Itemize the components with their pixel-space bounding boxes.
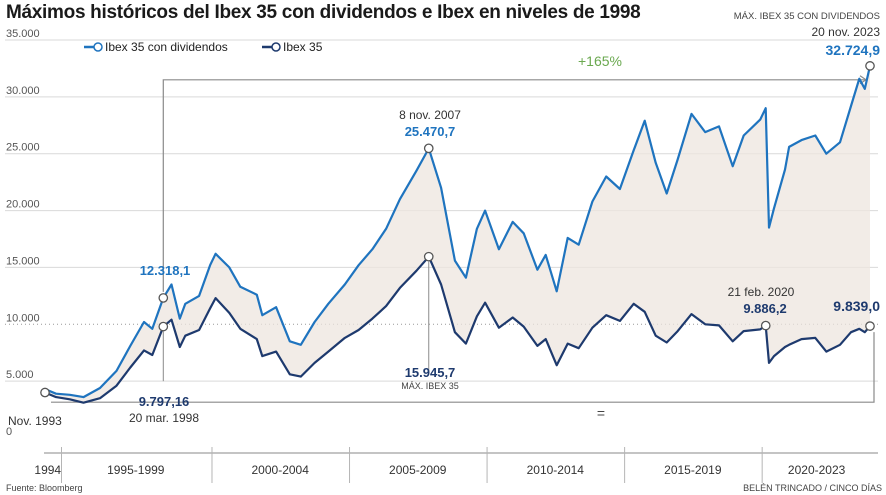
y-tick-label: 5.000 (6, 369, 34, 381)
x-tick-label: 2015-2019 (664, 463, 722, 477)
x-tick-label: 2000-2004 (252, 463, 310, 477)
x-tick-label: 2020-2023 (788, 463, 846, 477)
legend-dividends-marker (93, 42, 103, 52)
y-tick-label: 10.000 (6, 312, 40, 324)
annotation-last-ibex: 9.839,0 (833, 298, 880, 314)
x-tick-label: 1995-1999 (107, 463, 165, 477)
y-tick-label: 30.000 (6, 85, 40, 97)
annotation-1998-ibex: 9.797,16 (139, 394, 190, 409)
y-tick-label: 20.000 (6, 199, 40, 211)
credit-note: BELÉN TRINCADO / CINCO DÍAS (743, 483, 882, 493)
y-tick-label: 25.000 (6, 142, 40, 154)
annotation-2007-ibex: 15.945,7 (405, 365, 456, 380)
equal-connector (51, 332, 875, 403)
series-line-ibex (44, 255, 871, 404)
annotation-2007-date: 8 nov. 2007 (399, 108, 461, 122)
annotation-2020-date: 21 feb. 2020 (728, 285, 795, 299)
y-tick-label: 35.000 (6, 28, 40, 40)
annotation-last-header: MÁX. IBEX 35 CON DIVIDENDOS (734, 11, 880, 22)
annotation-equal: = (597, 405, 605, 421)
growth-connector (162, 79, 866, 292)
source-note: Fuente: Bloomberg (6, 483, 83, 493)
chart-title: Máximos históricos del Ibex 35 con divid… (6, 2, 641, 23)
annotation-2007-note: MÁX. IBEX 35 (401, 381, 459, 391)
series-line-dividends (44, 65, 872, 399)
annotation-1998-date: 20 mar. 1998 (129, 411, 199, 425)
data-point-ibex-2007 (423, 251, 434, 262)
x-tick-label: 2005-2009 (389, 463, 447, 477)
annotation-2020-value: 9.886,2 (743, 301, 786, 316)
annotation-start: Nov. 1993 (8, 414, 62, 428)
y-tick-label: 0 (6, 426, 12, 438)
legend-ibex-label: Ibex 35 (283, 40, 323, 54)
gap-area (45, 65, 870, 403)
data-point-div-last (865, 61, 875, 71)
annotation-1998-div: 12.318,1 (140, 263, 191, 278)
y-tick-label: 15.000 (6, 255, 40, 267)
annotation-last-div: 32.724,9 (826, 42, 881, 58)
legend-ibex-marker (271, 42, 281, 52)
x-tick-label: 2010-2014 (527, 463, 585, 477)
annotation-last-date: 20 nov. 2023 (811, 25, 880, 39)
data-point-div-2007 (423, 143, 434, 154)
data-point-div-1998 (158, 293, 169, 303)
data-point-ibex-1998 (158, 321, 169, 332)
x-tick-label: 1994 (34, 463, 61, 477)
annotation-growth: +165% (578, 53, 622, 69)
data-point-start (40, 387, 50, 398)
annotation-2007-div: 25.470,7 (405, 124, 456, 139)
legend-dividends-label: Ibex 35 con dividendos (105, 40, 228, 54)
data-point-ibex-last (865, 321, 875, 331)
data-point-ibex-2020 (760, 320, 771, 331)
